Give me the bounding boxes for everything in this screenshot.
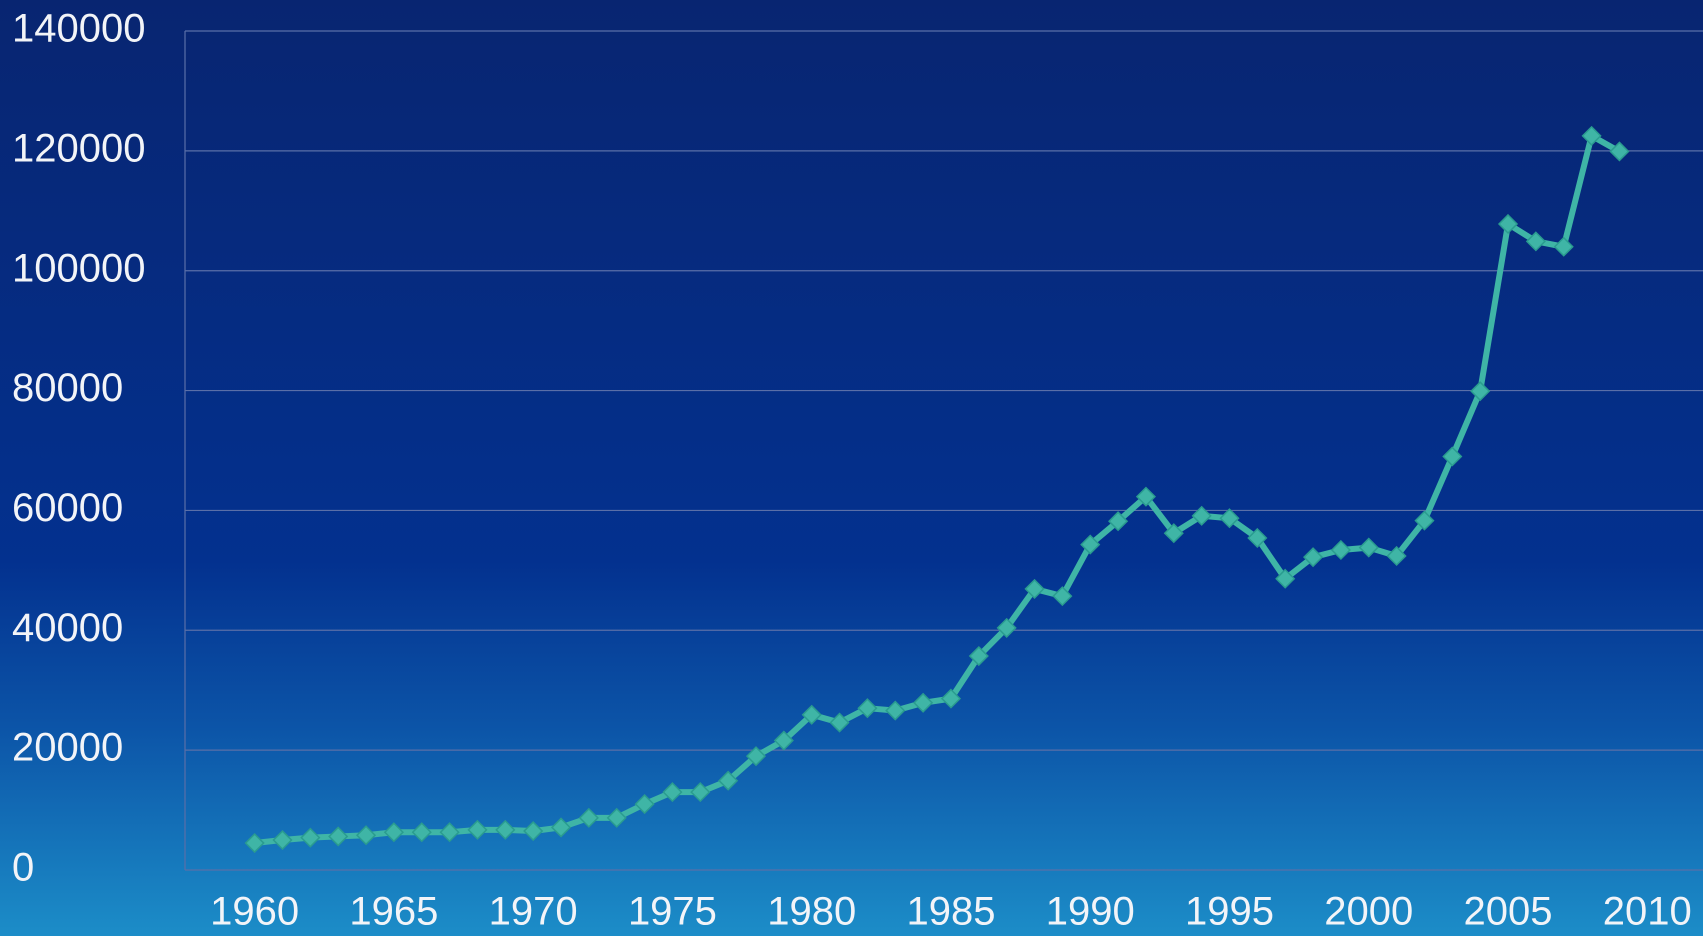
x-tick-label: 1975 xyxy=(628,890,717,934)
x-tick-label: 2000 xyxy=(1324,890,1413,934)
y-tick-label: 20000 xyxy=(12,726,123,770)
y-tick-label: 140000 xyxy=(12,7,145,51)
y-tick-label: 40000 xyxy=(12,606,123,650)
x-tick-label: 2005 xyxy=(1464,890,1553,934)
x-tick-label: 1980 xyxy=(767,890,856,934)
page: 0 20000 40000 60000 80000 100000 120000 140000 1… xyxy=(0,0,1703,936)
x-tick-label: 1965 xyxy=(349,890,438,934)
y-tick-label: 120000 xyxy=(12,126,145,170)
x-tick-label: 2010 xyxy=(1603,890,1692,934)
y-tick-label: 0 xyxy=(12,846,34,890)
y-tick-label: 60000 xyxy=(12,486,123,530)
x-tick-label: 1995 xyxy=(1185,890,1274,934)
y-tick-label: 100000 xyxy=(12,246,145,290)
x-tick-label: 1970 xyxy=(489,890,578,934)
x-tick-label: 1990 xyxy=(1046,890,1135,934)
x-tick-label: 1985 xyxy=(906,890,995,934)
y-tick-label: 80000 xyxy=(12,366,123,410)
x-tick-label: 1960 xyxy=(210,890,299,934)
chart: 0 20000 40000 60000 80000 100000 120000 140000 1… xyxy=(0,0,1703,936)
